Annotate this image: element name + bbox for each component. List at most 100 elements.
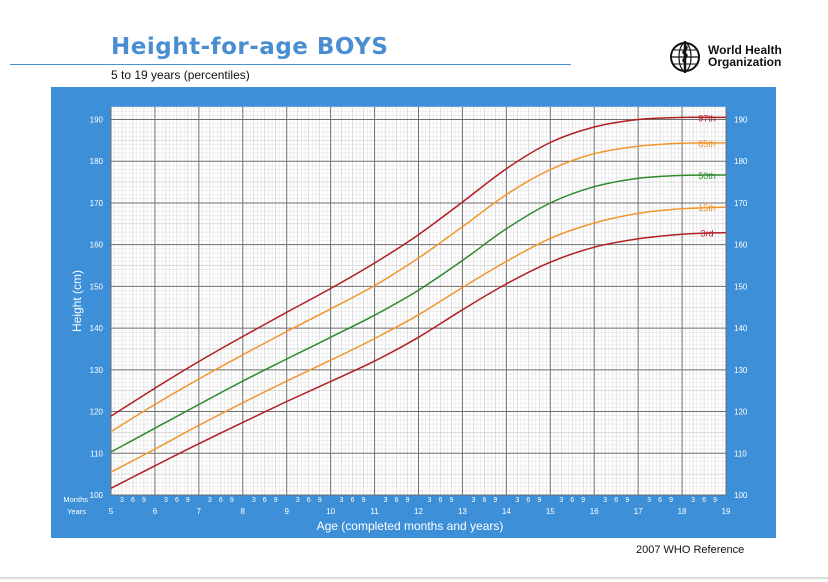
x-tick-month: 9: [362, 497, 366, 504]
x-tick-month: 3: [164, 497, 168, 504]
x-tick-year: 6: [153, 507, 158, 516]
x-tick-year: 14: [502, 507, 511, 516]
major-grid: [110, 107, 727, 496]
x-tick-month: 3: [340, 497, 344, 504]
y-tick-label-right: 170: [734, 199, 748, 208]
y-tick-label-right: 160: [734, 241, 748, 250]
x-tick-year: 19: [722, 507, 731, 516]
x-tick-month: 6: [526, 497, 530, 504]
x-tick-month: 6: [395, 497, 399, 504]
y-tick-label-left: 140: [90, 324, 104, 333]
x-tick-month: 3: [252, 497, 256, 504]
x-tick-year: 8: [241, 507, 246, 516]
x-tick-month: 3: [208, 497, 212, 504]
x-tick-month: 6: [131, 497, 135, 504]
x-tick-month: 3: [603, 497, 607, 504]
series-line-85th: [110, 142, 727, 433]
x-tick-month: 9: [142, 497, 146, 504]
x-tick-month: 9: [669, 497, 673, 504]
who-logo: World Health Organization: [668, 40, 788, 74]
y-tick-label-left: 110: [90, 449, 103, 458]
series-label-15th: 15th: [698, 203, 716, 213]
x-tick-month: 6: [263, 497, 267, 504]
x-tick-month: 6: [702, 497, 706, 504]
y-tick-label-left: 170: [90, 199, 104, 208]
x-tick-month: 6: [439, 497, 443, 504]
years-row-label: Years: [67, 507, 86, 516]
x-tick-year: 11: [370, 507, 379, 516]
series-label-97th: 97th: [698, 113, 716, 123]
y-tick-label-left: 190: [90, 116, 104, 125]
x-tick-month: 9: [493, 497, 497, 504]
x-tick-month: 6: [351, 497, 355, 504]
series-label-85th: 85th: [698, 139, 716, 149]
page-bottom-rule: [0, 577, 828, 579]
x-tick-year: 17: [634, 507, 643, 516]
y-axis-label: Height (cm): [70, 270, 84, 332]
x-tick-month: 9: [186, 497, 190, 504]
x-tick-year: 12: [414, 507, 423, 516]
reference-note: 2007 WHO Reference: [636, 544, 745, 556]
x-tick-month: 6: [175, 497, 179, 504]
x-tick-month: 3: [428, 497, 432, 504]
x-tick-month: 6: [219, 497, 223, 504]
x-tick-month: 3: [296, 497, 300, 504]
x-tick-month: 9: [581, 497, 585, 504]
x-axis-label: Age (completed months and years): [317, 519, 504, 533]
x-tick-month: 3: [691, 497, 695, 504]
y-tick-label-right: 120: [734, 408, 748, 417]
title-divider: [10, 64, 571, 65]
y-tick-label-left: 180: [90, 157, 104, 166]
y-tick-label-right: 180: [734, 157, 748, 166]
y-tick-label-right: 140: [734, 324, 748, 333]
series-line-3rd: [110, 231, 727, 489]
series-line-50th: [110, 174, 727, 453]
y-tick-label-left: 150: [90, 282, 104, 291]
x-tick-year: 16: [590, 507, 599, 516]
x-tick-month: 3: [120, 497, 124, 504]
x-tick-month: 3: [515, 497, 519, 504]
y-tick-label-right: 150: [734, 282, 748, 291]
x-tick-month: 6: [307, 497, 311, 504]
x-tick-month: 9: [449, 497, 453, 504]
org-name-line1: World Health: [708, 43, 782, 57]
x-tick-month: 9: [713, 497, 717, 504]
x-tick-year: 10: [326, 507, 335, 516]
months-row-label: Months: [63, 495, 88, 504]
x-tick-month: 9: [625, 497, 629, 504]
x-tick-year: 15: [546, 507, 555, 516]
x-tick-month: 6: [614, 497, 618, 504]
y-tick-label-right: 190: [734, 116, 748, 125]
x-tick-month: 6: [482, 497, 486, 504]
x-tick-year: 5: [109, 507, 114, 516]
x-tick-month: 3: [647, 497, 651, 504]
series-label-50th: 50th: [698, 171, 716, 181]
y-tick-label-left: 130: [90, 366, 104, 375]
y-tick-label-left: 100: [90, 491, 104, 500]
x-tick-year: 7: [197, 507, 202, 516]
x-tick-month: 9: [537, 497, 541, 504]
x-tick-month: 9: [406, 497, 410, 504]
labels-layer: 97th 85th 50th 15th 3rd 100 100 110 110 120 120 130…: [63, 113, 748, 516]
x-tick-month: 3: [384, 497, 388, 504]
series-layer: [110, 116, 727, 489]
y-tick-label-right: 100: [734, 491, 748, 500]
y-tick-label-left: 120: [90, 408, 104, 417]
page-title: Height-for-age BOYS: [111, 34, 389, 60]
x-tick-month: 9: [274, 497, 278, 504]
chart-subtitle: 5 to 19 years (percentiles): [111, 68, 250, 82]
x-tick-year: 9: [284, 507, 289, 516]
series-line-15th: [110, 206, 727, 473]
x-tick-year: 13: [458, 507, 467, 516]
series-line-97th: [110, 116, 727, 417]
x-tick-month: 6: [658, 497, 662, 504]
x-tick-month: 9: [230, 497, 234, 504]
series-label-3rd: 3rd: [700, 229, 713, 239]
org-name-line2: Organization: [708, 55, 782, 69]
who-emblem-icon: [670, 41, 700, 73]
x-tick-month: 9: [318, 497, 322, 504]
x-tick-month: 3: [559, 497, 563, 504]
y-tick-label-right: 110: [734, 449, 747, 458]
y-tick-label-right: 130: [734, 366, 748, 375]
